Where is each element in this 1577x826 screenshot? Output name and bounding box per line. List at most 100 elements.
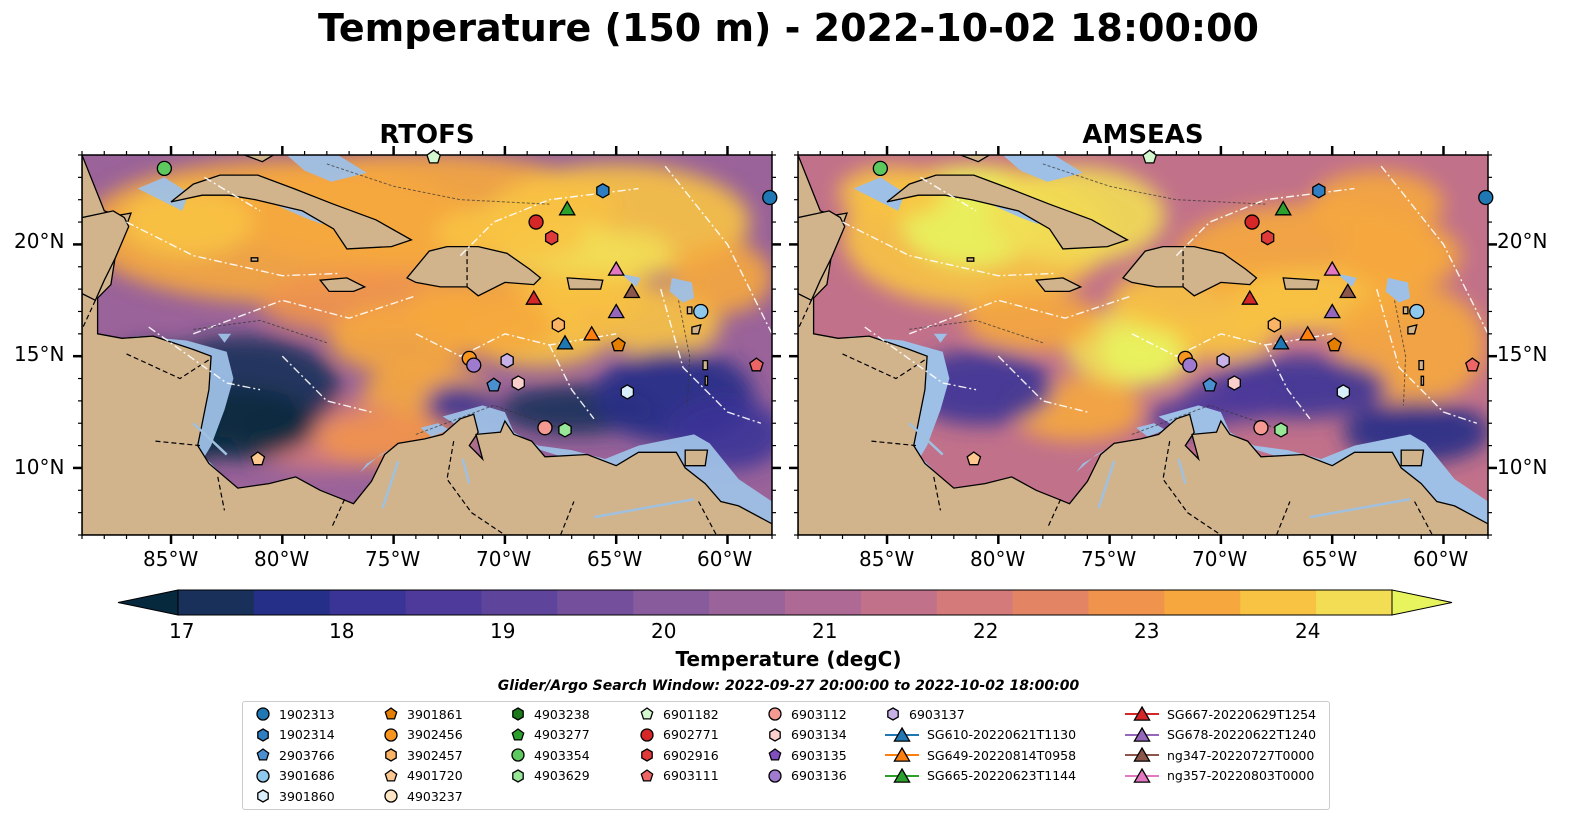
panel-title-amseas: AMSEAS <box>1082 120 1204 150</box>
platform-marker-3901861 <box>611 337 626 352</box>
platform-marker-SG649-20220814T0958 <box>1298 325 1317 341</box>
eez-boundary <box>842 221 1054 277</box>
land-mass <box>244 155 275 163</box>
colorbar-bin <box>253 590 331 615</box>
legend-item: 6903137 <box>885 704 965 724</box>
eez-boundary <box>204 176 261 212</box>
bathymetry-contour <box>1394 300 1407 406</box>
eez-boundary <box>1376 288 1478 424</box>
legend-label: 3902456 <box>407 727 463 742</box>
colorbar-tick-18: 18 <box>329 619 355 643</box>
country-border <box>82 300 96 330</box>
legend-item: 6903136 <box>767 766 847 786</box>
colorbar-bin <box>1240 590 1317 615</box>
legend-marker-icon <box>256 748 270 761</box>
shelf-area <box>1002 155 1083 182</box>
colorbar-bin <box>405 590 482 615</box>
land-mass <box>684 449 709 467</box>
lon-label-75w: 75°W <box>365 547 421 571</box>
country-border <box>1046 498 1062 529</box>
lon-label-65w: 65°W <box>587 547 643 571</box>
land-mass <box>1282 277 1320 290</box>
colorbar-tick-23: 23 <box>1134 619 1160 643</box>
platform-marker-1902314 <box>1312 183 1326 199</box>
panel-title-rtofs: RTOFS <box>379 120 475 150</box>
land-mass <box>1400 449 1425 467</box>
lat-label-15n: 15°N <box>14 342 65 366</box>
legend-marker-icon <box>512 768 524 783</box>
legend-marker-icon <box>511 748 525 762</box>
eez-boundary <box>415 333 617 357</box>
legend-label: 3901860 <box>279 788 335 804</box>
search-window-text: Glider/Argo Search Window: 2022-09-27 20… <box>497 678 1080 694</box>
legend-item: 4901720 <box>383 766 463 786</box>
shelf-area <box>933 333 948 343</box>
legend-marker-icon <box>384 707 398 720</box>
colorbar-tick-24: 24 <box>1295 619 1321 643</box>
bathymetry-contour <box>909 319 1043 344</box>
river-line <box>381 460 400 509</box>
platform-marker-SG649-20220814T0958 <box>582 325 601 341</box>
legend-label: 3901686 <box>279 768 335 783</box>
land-mass <box>1034 277 1083 293</box>
lat-label-20n: 20°N <box>14 229 65 253</box>
colorbar-bin <box>329 590 407 615</box>
map-panel-amseas <box>789 146 1497 544</box>
shelf-area <box>669 277 695 303</box>
legend-marker-icon <box>384 789 398 803</box>
eez-boundary <box>909 295 1133 335</box>
colorbar-bin <box>1164 590 1241 615</box>
river-line <box>1097 460 1116 509</box>
legend-item: SG678-20220622T1240 <box>1125 725 1316 745</box>
legend-label: 4903629 <box>534 768 590 783</box>
eez-boundary <box>1131 333 1333 357</box>
lon-label-80w: 80°W <box>970 547 1026 571</box>
legend-item: 4903354 <box>510 745 590 765</box>
shelf-area <box>217 333 232 343</box>
platform-marker-6902916 <box>544 229 559 246</box>
map-ticks <box>789 146 1497 544</box>
eez-boundary <box>148 326 261 391</box>
land-mass <box>966 257 975 262</box>
eez-boundary <box>664 165 772 335</box>
country-border <box>217 476 226 511</box>
legend-label: 3902457 <box>407 747 463 763</box>
bathymetry-contour <box>1131 404 1288 435</box>
legend-marker-icon <box>1125 746 1159 762</box>
legend-label: 6902771 <box>663 727 719 742</box>
colorbar-bin <box>481 590 558 615</box>
shelf-area <box>137 177 189 211</box>
legend-label: 6903135 <box>791 747 847 763</box>
legend-label: 6903136 <box>791 768 847 783</box>
lon-label-65w: 65°W <box>1302 547 1358 571</box>
legend-marker-icon <box>769 727 781 742</box>
land-mass <box>1402 306 1409 315</box>
legend-label: 6901182 <box>663 706 719 722</box>
legend-item: 6903111 <box>639 766 719 786</box>
legend-item: 6903134 <box>767 725 847 745</box>
platform-marker-6902916 <box>1260 229 1275 246</box>
colorbar-bin <box>785 590 862 615</box>
lat-label-10n-right: 10°N <box>1497 455 1548 479</box>
legend-marker-icon <box>1125 767 1159 783</box>
legend-label: SG678-20220622T1240 <box>1167 727 1317 742</box>
platform-marker-4901720 <box>966 451 982 466</box>
platform-marker-6903137 <box>1216 352 1230 369</box>
lat-label-20n-right: 20°N <box>1497 229 1548 253</box>
lon-label-80w: 80°W <box>254 547 310 571</box>
platform-marker-3902457 <box>1267 317 1282 333</box>
colorbar-label: Temperature (degC) <box>675 647 902 671</box>
platform-marker-SG678-20220622T1240 <box>607 303 625 319</box>
shelf-area <box>1385 277 1411 303</box>
eez-boundary <box>864 326 977 391</box>
legend-item: ng357-20220803T0000 <box>1125 766 1314 786</box>
river-line <box>1309 498 1411 519</box>
platform-marker-ng347-20220727T0000 <box>623 283 641 299</box>
legend-label: 4903354 <box>534 747 590 763</box>
country-border <box>1414 501 1433 535</box>
platform-marker-6903134 <box>511 375 525 391</box>
platform-marker-SG667-20220629T1254 <box>1241 289 1259 305</box>
colorbar-tick-19: 19 <box>490 619 516 643</box>
legend-item: 1902313 <box>255 704 335 724</box>
legend-marker-icon <box>641 748 653 762</box>
